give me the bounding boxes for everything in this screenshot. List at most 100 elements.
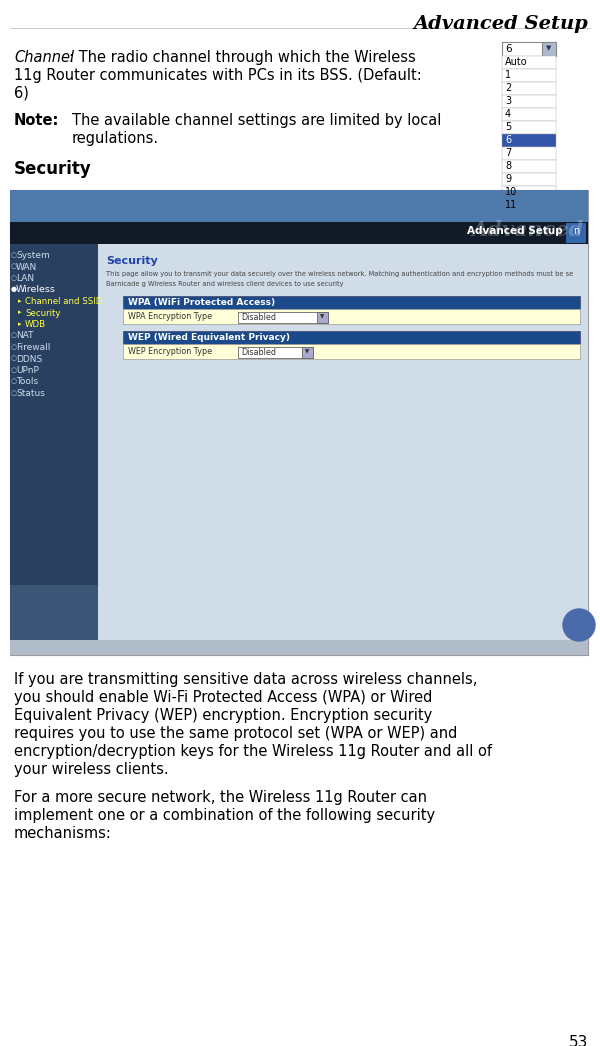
Bar bbox=[502, 134, 556, 147]
Text: 7: 7 bbox=[505, 147, 511, 158]
Text: WAN: WAN bbox=[16, 263, 37, 272]
Text: ○: ○ bbox=[11, 367, 17, 373]
Text: Advanced Setup: Advanced Setup bbox=[467, 226, 563, 236]
Text: 2: 2 bbox=[505, 83, 511, 93]
Text: The available channel settings are limited by local: The available channel settings are limit… bbox=[72, 113, 442, 128]
Text: System: System bbox=[16, 251, 50, 260]
Text: ●: ● bbox=[11, 287, 17, 293]
Bar bbox=[566, 223, 586, 243]
Bar bbox=[502, 147, 556, 160]
Bar bbox=[502, 82, 556, 95]
Text: Channel: Channel bbox=[14, 50, 74, 65]
Text: ○: ○ bbox=[11, 344, 17, 350]
Text: Equivalent Privacy (WEP) encryption. Encryption security: Equivalent Privacy (WEP) encryption. Enc… bbox=[14, 708, 432, 723]
Bar bbox=[502, 199, 556, 212]
Text: DDNS: DDNS bbox=[16, 355, 42, 364]
Text: : The radio channel through which the Wireless: : The radio channel through which the Wi… bbox=[69, 50, 416, 65]
Text: ○: ○ bbox=[11, 379, 17, 385]
Text: Advanced: Advanced bbox=[472, 220, 584, 240]
Text: Wireless: Wireless bbox=[16, 286, 56, 295]
Text: 3: 3 bbox=[505, 96, 511, 106]
Text: ○: ○ bbox=[11, 356, 17, 362]
Bar bbox=[10, 222, 588, 244]
Bar bbox=[502, 173, 556, 186]
Bar bbox=[542, 42, 556, 56]
Bar bbox=[123, 331, 580, 344]
Text: n: n bbox=[573, 226, 579, 236]
Text: WPA (WiFi Protected Access): WPA (WiFi Protected Access) bbox=[128, 298, 275, 306]
Text: 11g Router communicates with PCs in its BSS. (Default:: 11g Router communicates with PCs in its … bbox=[14, 68, 422, 83]
Text: ▼: ▼ bbox=[547, 45, 551, 51]
Bar bbox=[302, 347, 313, 358]
Text: you should enable Wi-Fi Protected Access (WPA) or Wired: you should enable Wi-Fi Protected Access… bbox=[14, 690, 433, 705]
Bar bbox=[10, 640, 588, 655]
Bar bbox=[502, 160, 556, 173]
Bar bbox=[502, 56, 556, 69]
Text: WPA Encryption Type: WPA Encryption Type bbox=[128, 312, 212, 321]
Text: NAT: NAT bbox=[16, 332, 34, 341]
Text: Security: Security bbox=[14, 160, 92, 178]
Text: LAN: LAN bbox=[16, 274, 34, 283]
Text: 9: 9 bbox=[505, 174, 511, 184]
Text: 5: 5 bbox=[505, 122, 511, 132]
Text: Security: Security bbox=[25, 309, 61, 318]
Bar bbox=[10, 190, 588, 222]
Text: 53: 53 bbox=[569, 1034, 588, 1046]
Text: ▼: ▼ bbox=[320, 314, 325, 319]
Text: 6): 6) bbox=[14, 86, 29, 101]
Text: ▸: ▸ bbox=[18, 321, 22, 327]
Text: Status: Status bbox=[16, 389, 45, 397]
Text: Disabled: Disabled bbox=[241, 348, 276, 357]
Text: ○: ○ bbox=[11, 252, 17, 258]
Bar bbox=[502, 121, 556, 134]
Bar bbox=[123, 344, 580, 359]
Text: WDB: WDB bbox=[25, 320, 46, 329]
Bar bbox=[10, 585, 98, 640]
Text: 6: 6 bbox=[505, 44, 512, 54]
Bar bbox=[10, 190, 588, 655]
Text: This page allow you to transmit your data securely over the wireless network. Ma: This page allow you to transmit your dat… bbox=[106, 271, 573, 277]
Text: Disabled: Disabled bbox=[241, 313, 276, 322]
Text: ▸: ▸ bbox=[18, 298, 22, 304]
Text: implement one or a combination of the following security: implement one or a combination of the fo… bbox=[14, 808, 435, 823]
Text: mechanisms:: mechanisms: bbox=[14, 826, 112, 841]
Bar bbox=[502, 42, 556, 56]
Text: 6: 6 bbox=[505, 135, 511, 145]
Text: ○: ○ bbox=[11, 264, 17, 270]
Text: Tools: Tools bbox=[16, 378, 38, 387]
Text: ○: ○ bbox=[11, 275, 17, 281]
Bar bbox=[238, 347, 313, 358]
Text: regulations.: regulations. bbox=[72, 131, 159, 146]
Text: Channel and SSID: Channel and SSID bbox=[25, 297, 103, 306]
Text: For a more secure network, the Wireless 11g Router can: For a more secure network, the Wireless … bbox=[14, 790, 427, 805]
Text: Firewall: Firewall bbox=[16, 343, 50, 353]
Text: HEL: HEL bbox=[571, 614, 587, 623]
Text: Security: Security bbox=[106, 256, 158, 266]
Bar bbox=[10, 244, 98, 640]
Text: encryption/decryption keys for the Wireless 11g Router and all of: encryption/decryption keys for the Wirel… bbox=[14, 744, 492, 759]
Bar bbox=[502, 95, 556, 108]
Bar bbox=[502, 69, 556, 82]
Text: WEP Encryption Type: WEP Encryption Type bbox=[128, 347, 212, 356]
Bar bbox=[123, 309, 580, 324]
Text: requires you to use the same protocol set (WPA or WEP) and: requires you to use the same protocol se… bbox=[14, 726, 457, 741]
Text: 1: 1 bbox=[505, 70, 511, 79]
Text: 4: 4 bbox=[505, 109, 511, 119]
Text: ○: ○ bbox=[11, 333, 17, 339]
Text: P: P bbox=[577, 626, 581, 630]
Bar bbox=[502, 108, 556, 121]
Text: Barnicade g Wireless Router and wireless client devices to use security: Barnicade g Wireless Router and wireless… bbox=[106, 281, 343, 287]
Text: If you are transmitting sensitive data across wireless channels,: If you are transmitting sensitive data a… bbox=[14, 672, 478, 687]
Text: 10: 10 bbox=[505, 187, 517, 197]
Text: Advanced Setup: Advanced Setup bbox=[413, 15, 588, 33]
Text: UPnP: UPnP bbox=[16, 366, 39, 376]
Circle shape bbox=[563, 609, 595, 641]
Bar bbox=[123, 296, 580, 309]
Text: WEP (Wired Equivalent Privacy): WEP (Wired Equivalent Privacy) bbox=[128, 333, 290, 342]
Bar bbox=[502, 186, 556, 199]
Text: 11: 11 bbox=[505, 200, 517, 210]
Bar bbox=[98, 244, 588, 640]
Text: Auto: Auto bbox=[505, 56, 527, 67]
Text: Note:: Note: bbox=[14, 113, 59, 128]
Text: ▸: ▸ bbox=[18, 310, 22, 316]
